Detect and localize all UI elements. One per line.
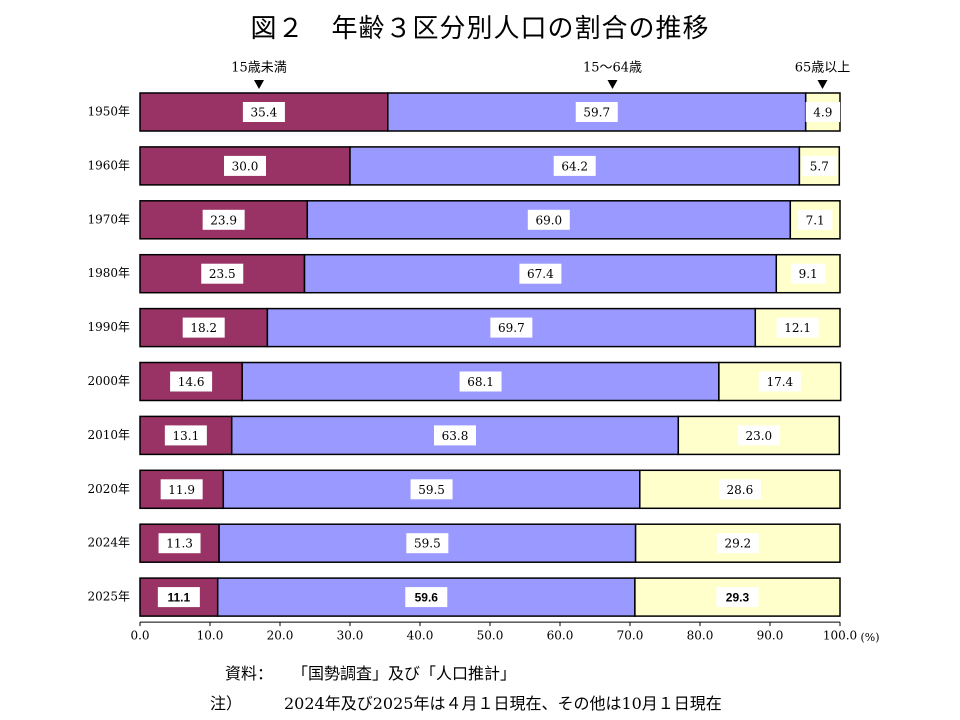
y-tick-label: 2024年 xyxy=(87,536,130,550)
y-tick-label: 2025年 xyxy=(87,590,130,604)
data-label-box xyxy=(790,263,826,284)
source-text: 「国勢調査」及び「人口推計」 xyxy=(292,664,517,683)
data-label-box xyxy=(575,102,618,122)
data-label-box xyxy=(716,587,759,608)
x-tick-label: 80.0 xyxy=(687,629,714,643)
data-label-box xyxy=(242,102,285,122)
data-label: 35.4 xyxy=(251,106,278,120)
x-tick-label: 10.0 xyxy=(197,629,224,643)
data-label: 29.2 xyxy=(724,537,751,551)
data-label-box xyxy=(490,317,533,338)
data-label: 23.9 xyxy=(210,213,237,227)
data-label-box xyxy=(410,479,453,500)
data-label: 11.1 xyxy=(167,590,190,604)
series-marker-arrow xyxy=(254,80,264,89)
series-label: 15～64歳 xyxy=(583,61,642,76)
x-tick-label: 30.0 xyxy=(337,629,364,643)
data-label-box xyxy=(157,587,200,608)
data-label: 69.0 xyxy=(535,213,562,227)
y-tick-label: 1980年 xyxy=(87,266,130,280)
series-label: 65歳以上 xyxy=(795,61,851,76)
data-label-box xyxy=(758,371,801,392)
x-tick-label: 20.0 xyxy=(267,629,294,643)
x-tick-label: 50.0 xyxy=(477,629,504,643)
bar-segment xyxy=(775,253,841,294)
data-label: 11.9 xyxy=(168,483,195,497)
data-label: 9.1 xyxy=(799,267,818,281)
data-label-box xyxy=(459,371,502,392)
data-label: 63.8 xyxy=(442,429,469,443)
data-label-box xyxy=(527,209,570,230)
data-label: 30.0 xyxy=(232,159,259,173)
data-label: 68.1 xyxy=(467,375,494,389)
data-label-box xyxy=(182,317,225,338)
data-label-box xyxy=(737,425,780,446)
data-label: 59.5 xyxy=(414,537,441,551)
data-label: 12.1 xyxy=(784,321,811,335)
data-label: 14.6 xyxy=(178,375,205,389)
data-label-box xyxy=(718,479,761,500)
note-label: 注） xyxy=(210,694,243,713)
y-tick-label: 1970年 xyxy=(87,212,130,226)
data-label: 23.0 xyxy=(745,429,772,443)
y-tick-label: 1990年 xyxy=(87,320,130,334)
data-label: 59.7 xyxy=(583,106,610,120)
data-label-box xyxy=(805,102,841,122)
x-tick-label: 90.0 xyxy=(757,629,784,643)
chart-title: 図２ 年齢３区分別人口の割合の推移 xyxy=(250,14,710,44)
data-label-box xyxy=(164,425,207,446)
y-tick-label: 1960年 xyxy=(87,158,130,172)
data-label: 4.9 xyxy=(813,106,832,120)
data-label: 29.3 xyxy=(726,590,750,604)
data-label-box xyxy=(776,317,819,338)
data-label-box xyxy=(553,155,596,176)
data-label: 69.7 xyxy=(498,321,525,335)
data-label: 67.4 xyxy=(527,267,554,281)
data-label-box xyxy=(716,533,759,554)
data-label-box xyxy=(224,155,266,176)
y-tick-label: 2010年 xyxy=(87,428,130,442)
x-tick-label: 70.0 xyxy=(617,629,644,643)
data-label-box xyxy=(797,209,833,230)
data-label: 28.6 xyxy=(727,483,754,497)
data-label: 18.2 xyxy=(190,321,217,335)
y-tick-label: 2000年 xyxy=(87,374,130,388)
data-label: 64.2 xyxy=(561,159,588,173)
data-label: 5.7 xyxy=(810,159,829,173)
data-label: 23.5 xyxy=(209,267,236,281)
series-marker-arrow xyxy=(607,80,618,89)
data-label: 59.6 xyxy=(415,590,439,604)
data-label: 17.4 xyxy=(766,375,793,389)
x-axis-unit: (%) xyxy=(860,631,879,644)
x-tick-label: 100.0 xyxy=(823,629,857,643)
data-label: 11.3 xyxy=(166,537,193,551)
y-tick-label: 1950年 xyxy=(87,105,130,119)
x-tick-label: 0.0 xyxy=(130,629,149,643)
x-tick-label: 60.0 xyxy=(547,629,574,643)
x-tick-label: 40.0 xyxy=(407,629,434,643)
data-label-box xyxy=(160,479,203,500)
y-tick-label: 2020年 xyxy=(87,482,130,496)
note-text: 2024年及び2025年は４月１日現在、その他は10月１日現在 xyxy=(284,694,722,713)
data-label-box xyxy=(405,587,448,608)
data-label-box xyxy=(201,263,244,284)
data-label: 13.1 xyxy=(172,429,199,443)
data-label-box xyxy=(406,533,449,554)
data-label-box xyxy=(802,155,837,176)
series-marker-arrow xyxy=(817,80,828,89)
data-label-box xyxy=(202,209,245,230)
series-label: 15歳未満 xyxy=(231,61,287,76)
data-label-box xyxy=(170,371,213,392)
data-label: 7.1 xyxy=(806,213,825,227)
data-label-box xyxy=(158,533,201,554)
data-label: 59.5 xyxy=(418,483,445,497)
source-label: 資料： xyxy=(225,664,274,683)
data-label-box xyxy=(434,425,476,446)
data-label-box xyxy=(519,263,562,284)
bar-segment xyxy=(754,307,841,348)
